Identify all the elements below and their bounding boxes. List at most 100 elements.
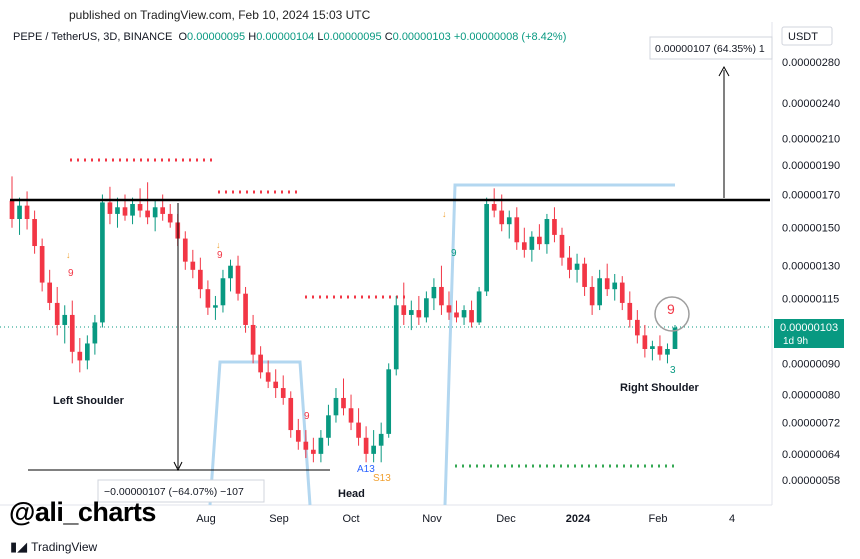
candle-body xyxy=(190,261,196,270)
candle-body xyxy=(295,430,301,442)
candle xyxy=(152,200,158,232)
td-three-label: 3 xyxy=(670,365,676,376)
candle xyxy=(378,422,384,463)
candle-body xyxy=(431,286,437,299)
candle-body xyxy=(228,265,233,279)
candle-body xyxy=(537,236,542,245)
candle-body xyxy=(552,219,557,235)
candle xyxy=(288,391,294,438)
candle xyxy=(476,286,482,325)
candle-body xyxy=(574,263,580,270)
candle-body xyxy=(446,305,452,313)
candle xyxy=(469,300,474,328)
candle xyxy=(544,213,550,254)
candle-body xyxy=(363,437,369,454)
time-tick-label: Nov xyxy=(422,513,442,525)
candlestick-series xyxy=(9,176,678,463)
candle xyxy=(619,276,625,311)
candle xyxy=(454,300,459,323)
candle-body xyxy=(69,314,75,352)
td-a13-label: A13 xyxy=(357,464,375,475)
candle-body xyxy=(484,204,489,292)
candle-body xyxy=(612,282,618,290)
price-axis[interactable]: 0.00000280 0.00000240 0.00000210 0.00000190… xyxy=(782,57,840,487)
time-tick-label: 4 xyxy=(729,513,735,525)
candle-body xyxy=(506,217,512,225)
candle xyxy=(77,338,83,373)
candle-body xyxy=(544,219,550,245)
open-value: 0.00000095 xyxy=(187,31,246,43)
currency-label: USDT xyxy=(788,31,818,43)
candle-body xyxy=(627,302,633,320)
candle xyxy=(167,204,173,228)
candle-body xyxy=(657,346,663,355)
candle xyxy=(220,269,226,313)
price-tick-label: 0.00000240 xyxy=(782,98,840,110)
candle xyxy=(182,231,188,270)
tradingview-logo[interactable]: ▮◢ TradingView xyxy=(10,539,97,555)
candle-body xyxy=(47,282,53,303)
candle-body xyxy=(469,310,474,323)
candle-body xyxy=(356,422,361,438)
tradingview-logo-icon: ▮◢ xyxy=(10,539,28,554)
currency-box[interactable] xyxy=(781,26,833,46)
candle-body xyxy=(582,263,587,287)
candle xyxy=(24,191,30,230)
candle xyxy=(69,300,75,364)
time-axis[interactable]: Aug Sep Oct Nov Dec 2024 Feb 4 xyxy=(196,513,735,525)
candle-body xyxy=(265,372,271,382)
current-price-value: 0.00000103 xyxy=(780,322,838,334)
candle-body xyxy=(401,305,407,315)
candle-body xyxy=(243,293,248,325)
candle xyxy=(47,269,53,311)
candle xyxy=(295,418,301,450)
target-label: 0.00000107 (64.35%) 1 xyxy=(655,43,765,55)
candle-body xyxy=(77,351,83,361)
candle-body xyxy=(160,207,166,214)
highlight-circle xyxy=(654,296,690,332)
projection-box-right xyxy=(443,183,675,506)
candle-body xyxy=(62,314,68,325)
candle-body xyxy=(642,335,648,349)
candle xyxy=(160,194,166,221)
candle xyxy=(318,430,324,463)
decline-label: −0.00000107 (−64.07%) −107 xyxy=(104,486,244,498)
candle-body xyxy=(92,322,98,344)
candle-body xyxy=(250,324,256,355)
time-tick-label: 2024 xyxy=(566,513,591,525)
td-s13-label: S13 xyxy=(373,473,391,484)
candle-body xyxy=(378,433,384,446)
candle-body xyxy=(559,234,565,258)
left-shoulder-label: Left Shoulder xyxy=(53,395,125,407)
candle xyxy=(190,249,196,279)
price-tick-label: 0.00000150 xyxy=(782,223,840,235)
candle xyxy=(424,291,429,323)
price-tick-label: 0.00000058 xyxy=(782,475,840,487)
candle-body xyxy=(333,397,339,416)
candle xyxy=(250,314,256,364)
candle xyxy=(612,274,618,301)
time-tick-label: Sep xyxy=(269,513,289,525)
candle-body xyxy=(182,238,188,262)
candle-body xyxy=(514,217,520,243)
candle-body xyxy=(650,346,655,349)
candle xyxy=(665,343,670,364)
candle-body xyxy=(152,207,158,218)
candle-body xyxy=(424,298,429,318)
close-value: 0.00000103 xyxy=(392,31,451,43)
candle xyxy=(393,295,399,376)
candle xyxy=(348,394,354,431)
candle xyxy=(280,375,286,405)
candle xyxy=(446,291,452,320)
candle-body xyxy=(371,445,376,454)
td-nine-label: 9 xyxy=(451,248,457,259)
td-arrow-icon: ↓ xyxy=(216,240,221,250)
close-label: C xyxy=(384,31,393,43)
candle-body xyxy=(137,204,143,211)
candle-body xyxy=(39,246,45,283)
candle xyxy=(552,207,557,243)
price-tick-label: 0.00000080 xyxy=(782,390,840,402)
candle xyxy=(574,253,580,283)
candle xyxy=(604,263,610,296)
